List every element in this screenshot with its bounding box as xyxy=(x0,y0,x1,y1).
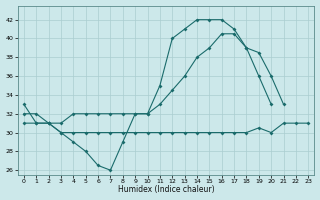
X-axis label: Humidex (Indice chaleur): Humidex (Indice chaleur) xyxy=(118,185,214,194)
